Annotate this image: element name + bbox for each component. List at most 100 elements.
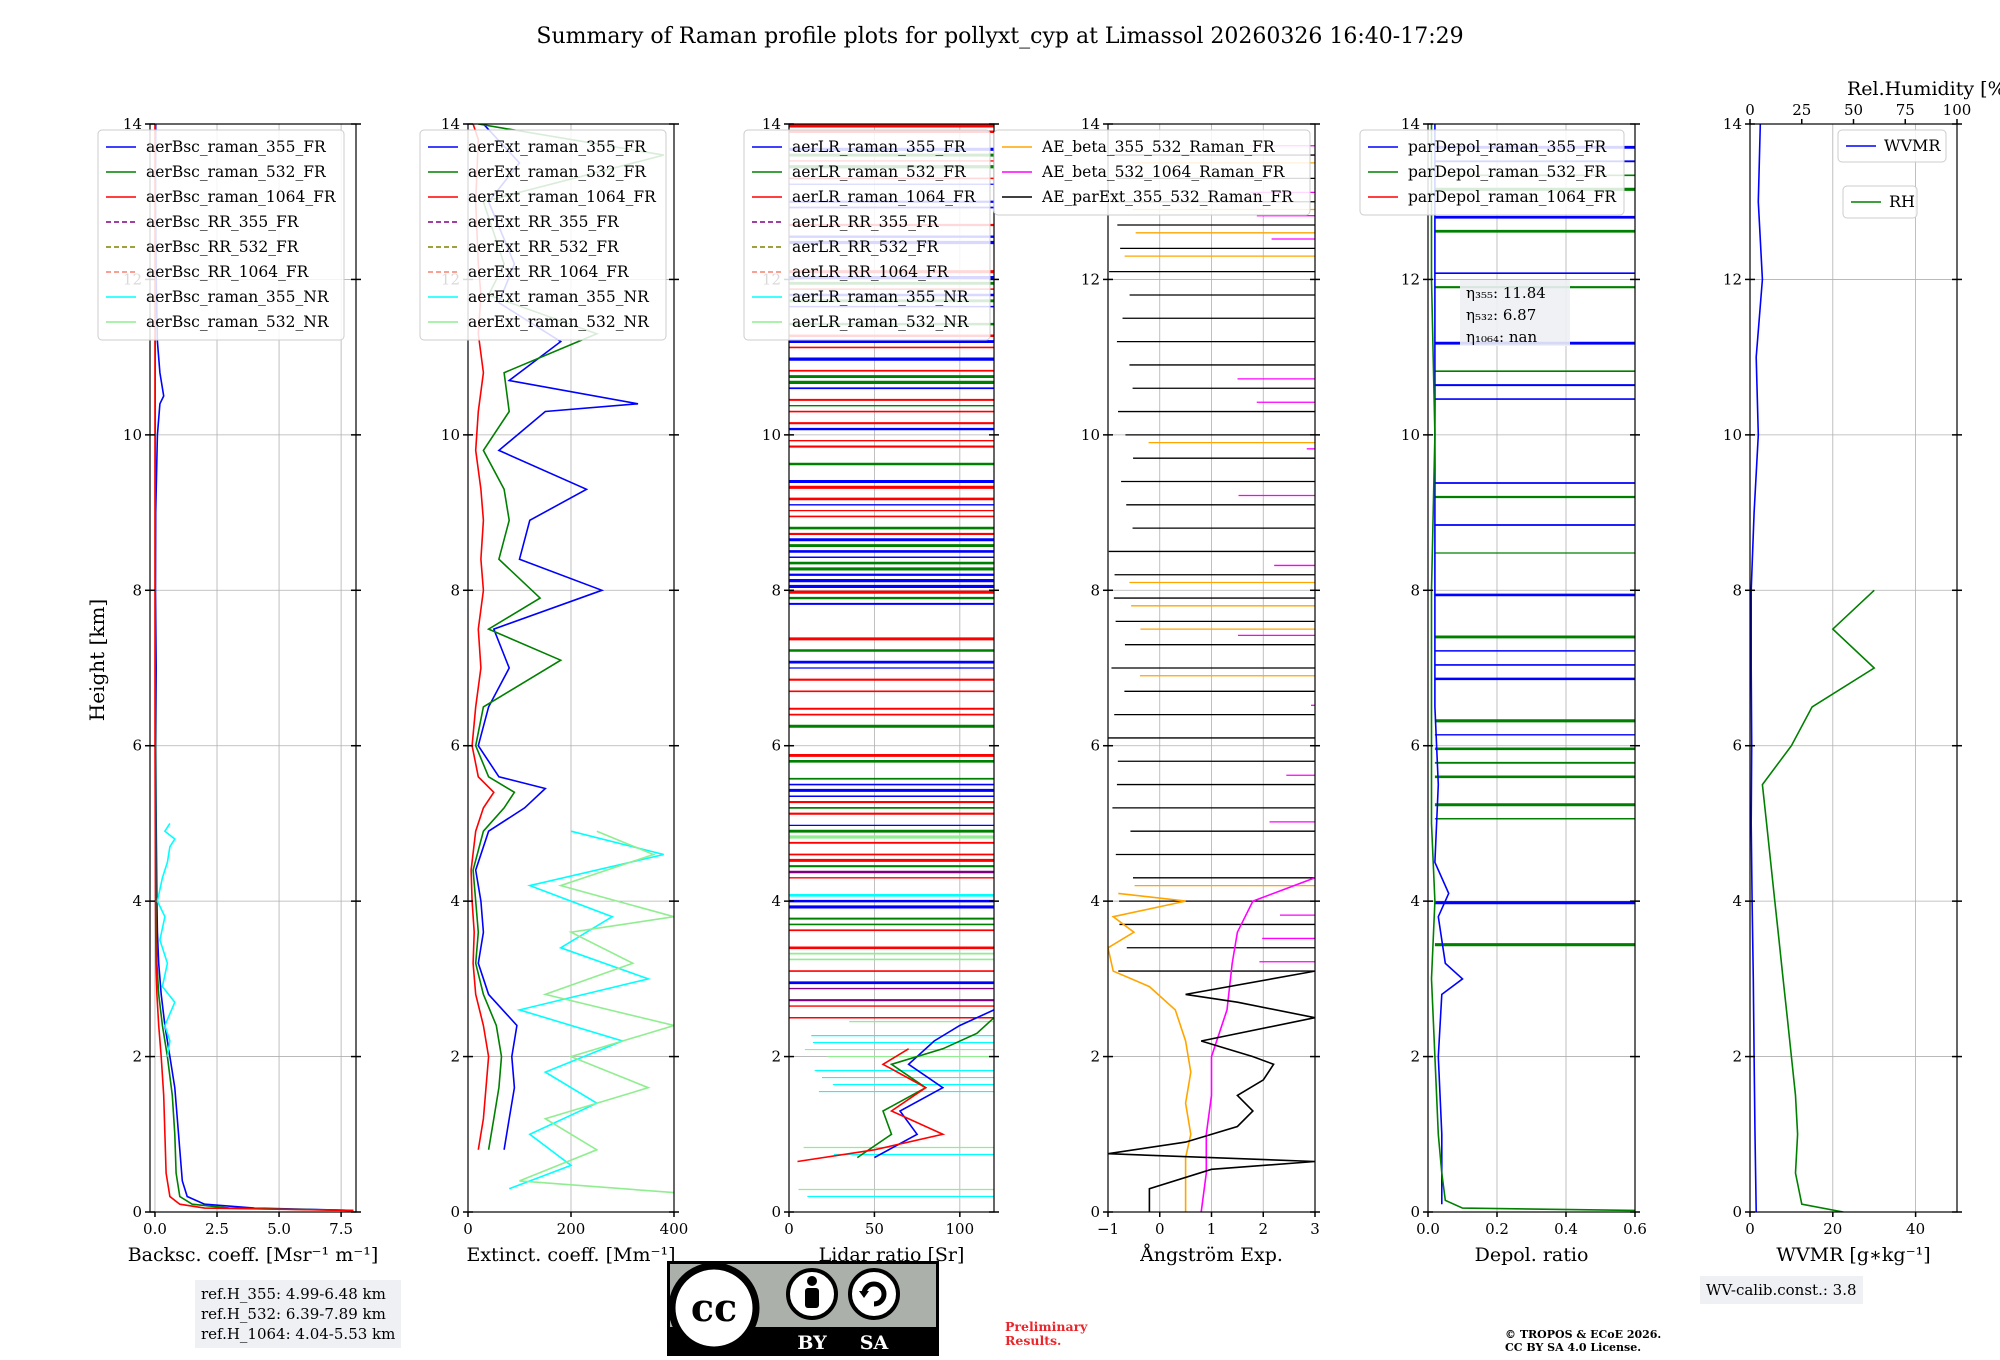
legend-label: aerExt_raman_1064_FR bbox=[468, 188, 657, 206]
x-tick-label: 0 bbox=[784, 1220, 794, 1238]
series-group bbox=[1750, 124, 1876, 1212]
panel-lidar_ratio: 02468101214050100Lidar ratio [Sr]aerLR_r… bbox=[743, 115, 999, 1266]
y-tick-label: 4 bbox=[450, 892, 460, 910]
legend-label: aerExt_RR_532_FR bbox=[468, 238, 620, 256]
x-axis-label: WVMR [g∗kg⁻¹] bbox=[1776, 1244, 1930, 1266]
preliminary-line-1: Preliminary bbox=[1005, 1319, 1088, 1334]
y-tick-label: 14 bbox=[123, 115, 142, 133]
annotation-line: η₃₅₅: 11.84 bbox=[1466, 284, 1546, 302]
legend-label: parDepol_raman_355_FR bbox=[1408, 138, 1608, 156]
legend-box bbox=[993, 129, 1311, 216]
copyright-line-1: © TROPOS & ECoE 2026. bbox=[1505, 1328, 1662, 1341]
x-axis-label: Depol. ratio bbox=[1475, 1244, 1589, 1266]
x-tick-label: 1 bbox=[1207, 1220, 1217, 1238]
eta-annotation: η₃₅₅: 11.84 η₅₃₂: 6.87 η₁₀₆₄: nan bbox=[1460, 280, 1570, 346]
series-line-aerBsc_raman_355_NR bbox=[156, 822, 176, 1057]
series-line-AE_beta_532_1064_Raman_FR bbox=[1200, 877, 1315, 1212]
legend-box bbox=[1837, 129, 1947, 163]
panel-depol: 0 2 4 6 8 10 12 14 0.0 0.2 0.4 0.6 Depol. ratio parDe… bbox=[1359, 115, 1647, 1266]
y-tick-label: 8 bbox=[450, 581, 460, 599]
legend-label: aerExt_raman_532_NR bbox=[468, 313, 650, 331]
legend-label: aerBsc_raman_532_NR bbox=[146, 313, 330, 331]
y-tick-label: 6 bbox=[450, 737, 460, 755]
legend-label: aerLR_raman_532_NR bbox=[792, 313, 970, 331]
x-tick-label: 7.5 bbox=[329, 1220, 353, 1238]
legend-label: aerBsc_raman_355_NR bbox=[146, 288, 330, 306]
series-line-RH bbox=[1761, 589, 1876, 1212]
secondary-x-tick-label: 100 bbox=[1943, 101, 1972, 119]
y-tick-label: 0 bbox=[771, 1203, 781, 1221]
x-tick-label: 0.6 bbox=[1623, 1220, 1647, 1238]
x-tick-label: 0.0 bbox=[1416, 1220, 1440, 1238]
axes-frame bbox=[1427, 123, 1636, 1213]
y-tick-label: 10 bbox=[1723, 426, 1742, 444]
x-tick-label: 3 bbox=[1310, 1220, 1320, 1238]
cc-circle-icon bbox=[668, 1262, 760, 1354]
legend-label: AE_parExt_355_532_Raman_FR bbox=[1041, 188, 1294, 206]
y-tick-label: 0 bbox=[132, 1203, 142, 1221]
y-tick-label: 0 bbox=[1090, 1203, 1100, 1221]
panel-extinction: 024681012140200400Extinct. coeff. [Mm⁻¹]… bbox=[419, 115, 688, 1266]
legend-label: aerExt_raman_355_NR bbox=[468, 288, 650, 306]
by-label: BY bbox=[797, 1332, 827, 1354]
sa-label: SA bbox=[860, 1332, 889, 1354]
legend-label: aerLR_RR_532_FR bbox=[792, 238, 940, 256]
legend: AE_beta_355_532_Raman_FR AE_beta_532_1064… bbox=[993, 129, 1311, 216]
ref-h-355: ref.H_355: 4.99-6.48 km bbox=[201, 1285, 386, 1303]
y-tick-label: 8 bbox=[1732, 581, 1742, 599]
legend-label: aerBsc_RR_1064_FR bbox=[146, 263, 310, 281]
preliminary-note: Preliminary Results. bbox=[1005, 1320, 1087, 1348]
preliminary-line-2: Results. bbox=[1005, 1333, 1062, 1348]
x-axis-label: Lidar ratio [Sr] bbox=[819, 1244, 965, 1266]
y-tick-label: 14 bbox=[1401, 115, 1420, 133]
ref-h-1064: ref.H_1064: 4.04-5.53 km bbox=[201, 1325, 396, 1343]
y-tick-label: 2 bbox=[771, 1048, 781, 1066]
x-tick-label: 40 bbox=[1906, 1220, 1925, 1238]
series-line-aerLR_raman_532_FR bbox=[856, 1017, 994, 1159]
y-tick-label: 4 bbox=[1410, 892, 1420, 910]
legend-label: aerLR_raman_1064_FR bbox=[792, 188, 977, 206]
y-tick-label: 6 bbox=[1090, 737, 1100, 755]
x-tick-label: 5.0 bbox=[267, 1220, 291, 1238]
secondary-x-axis-label: Rel.Humidity [%] bbox=[1847, 78, 2000, 100]
y-tick-label: 4 bbox=[771, 892, 781, 910]
wv-calibration-box: WV-calib.const.: 3.8 bbox=[1700, 1276, 1863, 1304]
by-person-head bbox=[807, 1276, 817, 1286]
legend-label: aerLR_raman_532_FR bbox=[792, 163, 967, 181]
x-tick-label: 0 bbox=[463, 1220, 473, 1238]
legend-rh: RH bbox=[1842, 185, 1918, 219]
annotation-line: η₅₃₂: 6.87 bbox=[1466, 306, 1536, 324]
legend: parDepol_raman_355_FR parDepol_raman_532_… bbox=[1359, 129, 1625, 216]
series-line-aerBsc_raman_1064_FR bbox=[154, 124, 354, 1212]
secondary-x-tick-label: 0 bbox=[1745, 101, 1755, 119]
legend-label: aerExt_RR_1064_FR bbox=[468, 263, 630, 281]
y-tick-label: 2 bbox=[450, 1048, 460, 1066]
legend-label: aerBsc_RR_532_FR bbox=[146, 238, 300, 256]
copyright-note: © TROPOS & ECoE 2026. CC BY SA 4.0 Licen… bbox=[1505, 1328, 1661, 1354]
series-line-parDepol_raman_355_FR bbox=[1434, 124, 1464, 1205]
y-tick-label: 14 bbox=[1081, 115, 1100, 133]
series-line-AE_parExt_355_532_Raman_FR bbox=[1108, 970, 1315, 1212]
annotation-line: η₁₀₆₄: nan bbox=[1466, 328, 1537, 346]
legend: aerExt_raman_355_FR aerExt_raman_532_FRae… bbox=[419, 129, 667, 341]
series-line-aerLR_raman_355_FR bbox=[874, 1009, 994, 1159]
secondary-x-tick-label: 50 bbox=[1844, 101, 1863, 119]
figure-title: Summary of Raman profile plots for polly… bbox=[536, 24, 1463, 49]
y-tick-label: 2 bbox=[132, 1048, 142, 1066]
y-tick-label: 8 bbox=[132, 581, 142, 599]
legend-label: aerBsc_raman_532_FR bbox=[146, 163, 327, 181]
legend-box bbox=[1359, 129, 1625, 216]
legend-label: RH bbox=[1889, 192, 1915, 211]
y-tick-label: 6 bbox=[132, 737, 142, 755]
sa-arrow-arc bbox=[861, 1281, 887, 1307]
legend-label: parDepol_raman_1064_FR bbox=[1408, 188, 1617, 206]
y-tick-label: 14 bbox=[1723, 115, 1742, 133]
by-person-body bbox=[805, 1288, 819, 1308]
x-tick-label: 20 bbox=[1823, 1220, 1842, 1238]
series-line-WVMR bbox=[1750, 124, 1764, 1212]
x-axis-label: Extinct. coeff. [Mm⁻¹] bbox=[466, 1244, 675, 1266]
axes-frame bbox=[149, 123, 357, 1213]
legend-label: aerBsc_raman_1064_FR bbox=[146, 188, 337, 206]
